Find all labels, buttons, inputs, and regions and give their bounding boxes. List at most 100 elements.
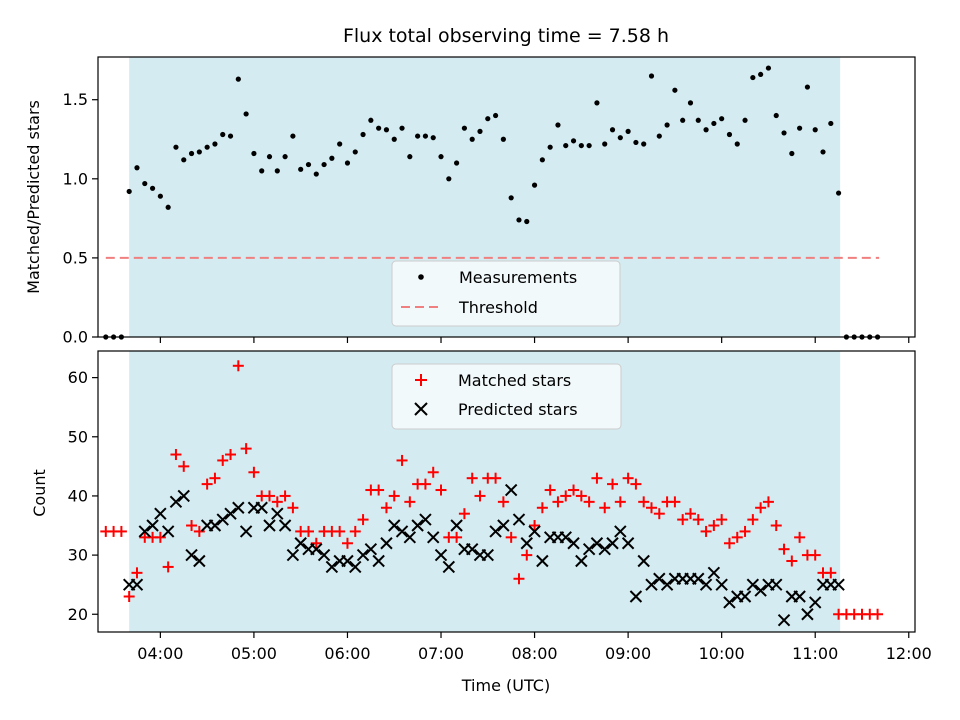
matched-stars-point [287, 502, 299, 514]
measurement-point [719, 116, 725, 122]
measurement-point [531, 182, 538, 188]
matched-stars-point [419, 478, 431, 490]
predicted-stars-point [512, 513, 526, 526]
x-tick-label: 09:00 [605, 644, 651, 663]
measurement-point [461, 125, 468, 131]
measurement-point [165, 204, 171, 210]
measurement-point [181, 157, 187, 163]
measurement-point [337, 141, 343, 147]
measurement-point [235, 76, 241, 82]
measurement-point [804, 84, 811, 90]
matched-stars-point [193, 525, 205, 537]
matched-stars-point [692, 514, 704, 526]
predicted-stars-point [450, 519, 463, 532]
predicted-stars-point [465, 542, 479, 556]
predicted-stars-point [481, 548, 494, 562]
measurement-point [594, 100, 600, 106]
matched-stars-point [451, 531, 463, 543]
measurement-point [376, 125, 382, 131]
measurement-point [563, 142, 569, 149]
measurement-point [477, 128, 483, 134]
matched-stars-point [123, 591, 135, 603]
matched-stars-point [755, 502, 767, 514]
matched-stars-point [154, 531, 166, 543]
matched-stars-point [568, 484, 580, 496]
x-tick-label: 04:00 [137, 644, 183, 663]
top-legend: Measurements Threshold [391, 260, 621, 327]
measurement-point [641, 141, 647, 147]
measurement-point [399, 125, 405, 131]
matched-stars-point [162, 561, 174, 573]
legend-measurements-marker [418, 274, 424, 280]
top-y-ticks: 0.0 0.5 1.0 1.5 [63, 90, 98, 347]
measurement-point [391, 136, 397, 142]
matched-stars-point [302, 525, 314, 537]
measurement-point [820, 149, 826, 155]
matched-stars-point [178, 460, 190, 472]
legend-matched-marker [415, 374, 427, 386]
predicted-stars-point [504, 483, 518, 497]
top-axes-frame [97, 56, 916, 338]
predicted-stars-point [310, 542, 323, 556]
predicted-stars-point [372, 554, 385, 568]
measurement-point [578, 142, 584, 149]
measurement-point [672, 87, 678, 93]
matched-stars-point [552, 496, 564, 508]
y-tick-label: 60 [68, 368, 88, 387]
measurement-point [781, 130, 787, 136]
predicted-stars-point [746, 578, 760, 591]
legend-measurements-label: Measurements [459, 268, 577, 287]
measurement-point [352, 149, 358, 155]
predicted-stars-point [185, 548, 198, 562]
predicted-stars-point [356, 548, 370, 562]
measurement-point [586, 142, 592, 149]
measurement-point [142, 180, 148, 187]
y-tick-label: 0.0 [63, 328, 88, 347]
predicted-stars-point [341, 554, 354, 568]
matched-stars-point [677, 514, 689, 526]
predicted-stars-point [154, 507, 167, 520]
predicted-stars-point [434, 548, 448, 562]
measurement-point [415, 133, 421, 139]
predicted-stars-point [809, 596, 822, 609]
measurement-point [758, 71, 764, 78]
predicted-stars-point [621, 537, 635, 550]
measurement-point [469, 136, 475, 142]
predicted-stars-point [567, 537, 580, 550]
predicted-stars-point [637, 554, 650, 568]
matched-stars-point [396, 454, 408, 466]
measurement-point [368, 117, 374, 123]
predicted-stars-point [325, 560, 339, 574]
matched-stars-point [614, 496, 626, 508]
matched-stars-point [209, 472, 221, 484]
predicted-stars-point [364, 542, 378, 556]
predicted-stars-point [138, 525, 151, 538]
measurement-point [305, 161, 312, 168]
matched-stars-point [466, 472, 478, 484]
predicted-stars-point [427, 531, 440, 544]
predicted-stars-point [606, 537, 619, 550]
predicted-stars-point [255, 501, 268, 514]
measurement-point [266, 154, 273, 160]
predicted-stars-point [598, 542, 611, 556]
predicted-stars-point [239, 525, 253, 538]
matched-stars-point [622, 472, 634, 484]
y-tick-label: 1.0 [63, 169, 88, 188]
measurement-point [773, 112, 779, 119]
measurement-point [524, 218, 530, 225]
matched-stars-point [739, 525, 751, 537]
measurement-point [344, 160, 351, 166]
matched-stars-point [264, 490, 276, 502]
matched-stars-point [225, 449, 237, 461]
bottom-panel: 20 30 40 50 60 04:00 05:00 06:00 07:00 08:00 09:0… [30, 350, 932, 695]
matched-stars-point [638, 496, 650, 508]
measurement-point [602, 141, 608, 147]
predicted-stars-point [832, 578, 845, 591]
matched-stars-point [310, 537, 322, 549]
matched-stars-point [700, 525, 712, 537]
measurement-point [149, 185, 156, 191]
measurement-point [227, 133, 234, 139]
predicted-stars-point [629, 590, 643, 603]
measurement-point [360, 131, 366, 138]
matched-stars-point [279, 490, 291, 502]
